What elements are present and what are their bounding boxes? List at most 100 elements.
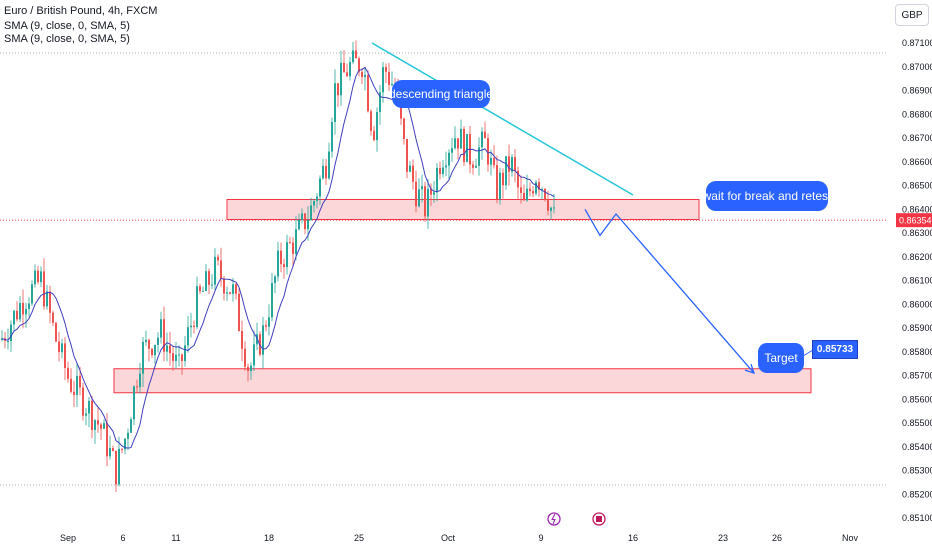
candle-body bbox=[526, 188, 528, 201]
candle-body bbox=[160, 319, 162, 338]
resistance-zone[interactable] bbox=[226, 199, 700, 220]
candle-body bbox=[208, 271, 210, 285]
descending-triangle-label[interactable]: descending triangle bbox=[389, 80, 493, 108]
candle-body bbox=[346, 72, 348, 77]
event-icons bbox=[547, 512, 606, 526]
candle-body bbox=[241, 330, 243, 349]
candle-body bbox=[220, 260, 222, 279]
candle-body bbox=[271, 283, 273, 318]
y-tick-label: 0.85100 bbox=[902, 513, 932, 523]
candle-body bbox=[247, 366, 249, 372]
candle-body bbox=[415, 181, 417, 207]
candle-body bbox=[481, 131, 483, 148]
candle-body bbox=[73, 391, 75, 395]
x-tick-label: 11 bbox=[171, 533, 180, 543]
last-price-tag[interactable] bbox=[896, 213, 932, 228]
candle-body bbox=[520, 187, 522, 194]
candle-body bbox=[553, 207, 555, 209]
candles bbox=[1, 40, 555, 493]
candle-body bbox=[421, 186, 423, 190]
candle-body bbox=[13, 310, 15, 325]
candle-body bbox=[511, 157, 513, 172]
y-tick-label: 0.86500 bbox=[902, 181, 932, 191]
candle-body bbox=[163, 319, 165, 352]
candle-body bbox=[121, 448, 123, 450]
candle-body bbox=[64, 343, 66, 368]
candle-body bbox=[412, 165, 414, 182]
candle-body bbox=[361, 71, 363, 78]
x-tick-label: 9 bbox=[538, 533, 543, 543]
y-tick-label: 0.85900 bbox=[902, 323, 932, 333]
candle-body bbox=[223, 278, 225, 294]
candle-body bbox=[343, 62, 345, 73]
indicator-legend-2[interactable]: SMA (9, close, 0, SMA, 5) bbox=[4, 33, 130, 45]
indicator-legend-1[interactable]: SMA (9, close, 0, SMA, 5) bbox=[4, 20, 130, 32]
candle-body bbox=[373, 130, 375, 141]
last-price-label: 0.86354 bbox=[899, 216, 932, 226]
x-tick-label: 26 bbox=[772, 533, 782, 543]
candle-body bbox=[151, 348, 153, 356]
candle-body bbox=[256, 334, 258, 345]
candle-body bbox=[130, 419, 132, 433]
candle-body bbox=[58, 341, 60, 353]
candle-body bbox=[178, 354, 180, 356]
candle-body bbox=[457, 138, 459, 149]
candle-body bbox=[325, 165, 327, 179]
target-connector bbox=[802, 349, 814, 357]
x-tick-label: Nov bbox=[842, 533, 859, 543]
currency-button[interactable]: GBP bbox=[895, 4, 929, 26]
x-axis: Sep 6 11 18 25 Oct 9 16 23 26 Nov bbox=[60, 533, 859, 543]
candle-body bbox=[172, 353, 174, 361]
candle-body bbox=[115, 450, 117, 485]
candle-body bbox=[445, 165, 447, 168]
calendar-glyph-icon bbox=[596, 516, 602, 522]
candle-body bbox=[238, 293, 240, 331]
candle-body bbox=[514, 157, 516, 171]
candle-body bbox=[265, 325, 267, 327]
candle-body bbox=[328, 151, 330, 179]
candle-body bbox=[427, 188, 429, 217]
lightning-event-icon[interactable] bbox=[547, 512, 561, 526]
candle-body bbox=[304, 213, 306, 230]
candle-body bbox=[49, 291, 51, 313]
projection-path[interactable] bbox=[584, 208, 755, 374]
candle-body bbox=[112, 448, 114, 451]
candle-body bbox=[301, 213, 303, 220]
candle-body bbox=[433, 192, 435, 195]
target-price-tag[interactable]: 0.85733 bbox=[812, 340, 858, 359]
candle-body bbox=[43, 271, 45, 307]
candle-body bbox=[79, 375, 81, 388]
candle-body bbox=[67, 367, 69, 379]
candle-body bbox=[499, 172, 501, 200]
candle-body bbox=[307, 220, 309, 230]
y-tick-label: 0.85700 bbox=[902, 371, 932, 381]
candle-body bbox=[478, 147, 480, 166]
candle-body bbox=[61, 343, 63, 353]
y-tick-label: 0.86800 bbox=[902, 109, 932, 119]
candle-body bbox=[76, 375, 78, 395]
candle-body bbox=[484, 131, 486, 139]
candle-body bbox=[205, 271, 207, 291]
candle-body bbox=[463, 128, 465, 162]
candle-body bbox=[295, 229, 297, 254]
candle-body bbox=[517, 170, 519, 188]
y-axis: 0.87100 0.87000 0.86900 0.86800 0.86700 0.866… bbox=[896, 38, 932, 523]
candle-body bbox=[46, 291, 48, 307]
projection-arrowhead bbox=[744, 363, 756, 375]
y-tick-label: 0.86400 bbox=[902, 204, 932, 214]
candle-body bbox=[316, 196, 318, 201]
descending-trendline[interactable] bbox=[371, 42, 634, 196]
candle-body bbox=[196, 286, 198, 327]
wait-retest-label[interactable]: wait for break and retest bbox=[703, 181, 831, 211]
candle-body bbox=[475, 165, 477, 168]
candle-body bbox=[289, 242, 291, 244]
support-zone[interactable] bbox=[113, 368, 812, 394]
candle-body bbox=[454, 138, 456, 149]
candle-body bbox=[193, 325, 195, 327]
candle-body bbox=[133, 386, 135, 420]
drawings bbox=[371, 42, 814, 375]
candle-body bbox=[388, 71, 390, 85]
target-label[interactable]: Target bbox=[758, 343, 804, 373]
candle-body bbox=[181, 354, 183, 362]
